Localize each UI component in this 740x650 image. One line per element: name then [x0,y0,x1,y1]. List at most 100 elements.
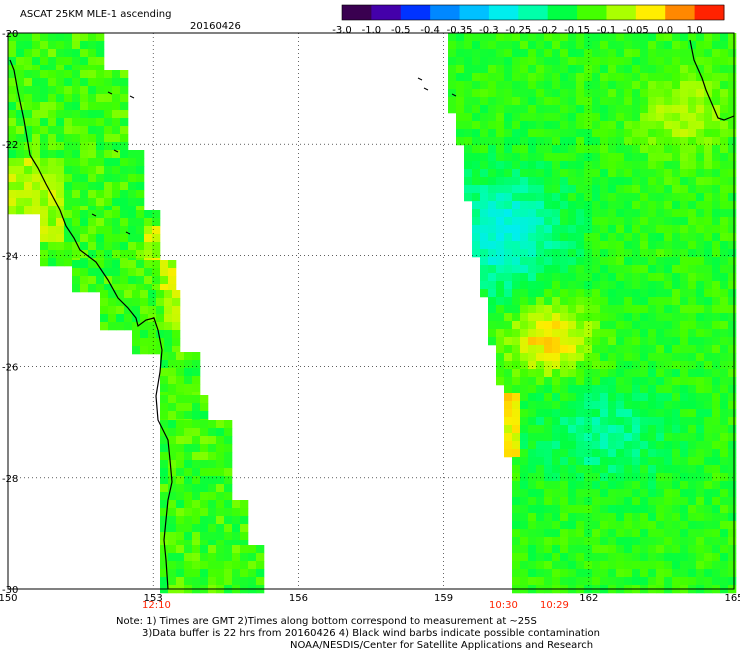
data-cell [624,33,633,42]
data-cell [584,297,593,306]
data-cell [632,553,641,562]
data-cell [616,281,625,290]
data-cell [168,395,177,404]
data-cell [640,129,649,138]
data-cell [232,532,241,541]
data-cell [720,561,729,570]
data-cell [8,142,17,151]
data-cell [632,249,641,258]
data-cell [72,158,81,167]
data-cell [136,250,145,259]
data-cell [688,553,697,562]
data-cell [576,97,585,106]
data-cell [688,345,697,354]
data-cell [624,345,633,354]
data-cell [632,265,641,274]
data-cell [504,377,513,386]
data-cell [616,553,625,562]
data-cell [728,417,737,426]
data-cell [520,281,529,290]
data-cell [112,166,121,175]
data-cell [112,174,121,183]
data-cell [176,468,185,477]
data-cell [624,73,633,82]
data-cell [664,553,673,562]
data-cell [156,306,165,315]
data-cell [56,118,65,127]
data-cell [480,209,489,218]
data-cell [96,70,105,79]
data-cell [592,377,601,386]
data-cell [104,166,113,175]
data-cell [72,234,81,243]
data-cell [728,537,737,546]
data-cell [512,265,521,274]
data-cell [488,201,497,210]
data-cell [552,393,561,402]
data-cell [616,569,625,578]
data-cell [656,441,665,450]
data-cell [624,457,633,466]
data-cell [192,508,201,517]
data-cell [488,305,497,314]
data-cell [600,369,609,378]
data-cell [536,185,545,194]
data-cell [624,137,633,146]
data-cell [552,81,561,90]
data-cell [472,121,481,130]
data-cell [536,353,545,362]
data-cell [600,145,609,154]
data-cell [624,529,633,538]
data-cell [520,409,529,418]
data-cell [88,94,97,103]
data-cell [632,337,641,346]
data-cell [56,78,65,87]
data-cell [648,241,657,250]
data-cell [80,94,89,103]
data-cell [120,126,129,135]
data-cell [552,353,561,362]
data-cell [504,409,513,418]
data-cell [544,409,553,418]
data-cell [720,553,729,562]
data-cell [192,561,201,570]
lat-tick-label: -28 [2,474,18,485]
data-cell [72,102,81,111]
data-cell [576,465,585,474]
data-cell [520,161,529,170]
data-cell [552,577,561,586]
data-cell [488,177,497,186]
data-cell [48,94,57,103]
data-cell [680,433,689,442]
data-cell [160,452,169,461]
data-cell [528,209,537,218]
data-cell [640,97,649,106]
data-cell [168,452,177,461]
data-cell [496,137,505,146]
data-cell [648,529,657,538]
data-cell [696,113,705,122]
data-cell [712,385,721,394]
data-cell [624,497,633,506]
data-cell [520,233,529,242]
data-cell [40,57,49,66]
data-cell [544,241,553,250]
data-cell [528,105,537,114]
data-cell [568,465,577,474]
data-cell [656,225,665,234]
data-cell [528,169,537,178]
data-cell [560,513,569,522]
data-cell [576,377,585,386]
data-cell [616,505,625,514]
data-cell [592,225,601,234]
data-cell [72,118,81,127]
data-cell [528,329,537,338]
data-cell [576,361,585,370]
data-cell [520,545,529,554]
data-cell [640,241,649,250]
data-cell [32,158,41,167]
data-cell [592,185,601,194]
data-cell [240,516,249,525]
data-cell [112,198,121,207]
data-cell [712,369,721,378]
